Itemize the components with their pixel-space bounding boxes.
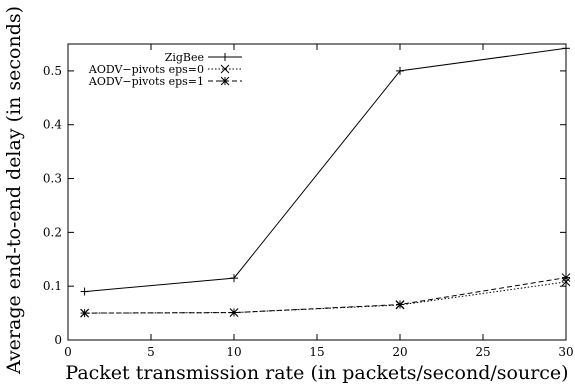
series-0-point-3 [562,44,570,53]
series-1-point-3 [561,277,571,287]
x-tick-label-3: 15 [309,345,324,359]
x-axis-title: Packet transmission rate (in packets/sec… [65,362,568,384]
legend-marker-0 [221,53,229,61]
y-tick-label-0: 0 [54,333,62,347]
series-2-point-3 [561,273,571,282]
series-2-point-2 [395,300,405,309]
plot-area-frame [67,43,567,341]
y-tick-label-4: 0.4 [43,118,62,132]
y-axis-title: Average end-to-end delay (in seconds) [3,6,25,375]
series-line-0 [84,47,567,293]
y-tick-label-5: 0.5 [43,64,62,78]
y-tick-label-2: 0.2 [43,225,62,239]
x-tick-label-4: 20 [392,345,407,359]
series-0-point-0 [80,287,89,296]
series-0-point-1 [230,274,238,283]
series-2-point-0 [80,308,89,318]
y-tick-label-1: 0.1 [43,279,62,293]
x-tick-label-0: 0 [64,345,72,359]
series-0-point-2 [396,66,404,75]
legend-label-0: ZigBee [165,51,204,64]
series-line-2 [84,277,567,314]
legend-marker-1 [220,64,230,74]
legend-label-2: AODV−pivots eps=1 [88,75,204,88]
series-2-point-1 [229,308,239,317]
x-tick-label-5: 25 [475,345,490,359]
x-axis: 0 5 10 15 20 25 30 [64,44,574,359]
x-tick-label-2: 10 [226,345,241,359]
x-tick-label-1: 5 [147,345,155,359]
series-layer [80,44,571,318]
legend-label-1: AODV−pivots eps=0 [88,63,204,76]
y-tick-label-3: 0.3 [43,172,62,186]
y-axis: 0 0.1 0.2 0.3 0.4 0.5 [43,64,566,347]
legend-marker-2 [220,76,230,86]
x-tick-label-6: 30 [558,345,573,359]
